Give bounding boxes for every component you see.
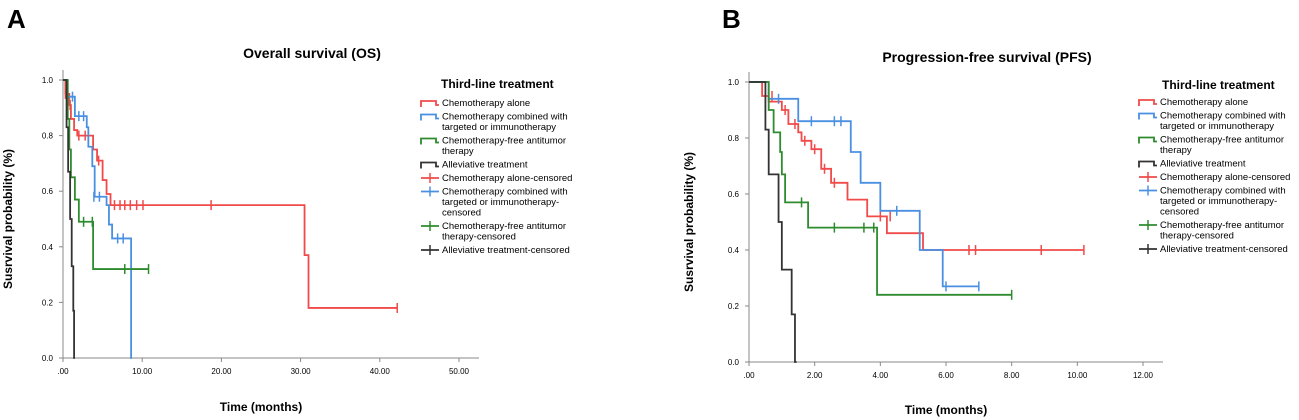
legend-swatch bbox=[1138, 136, 1157, 144]
x-tick-label: 20.00 bbox=[211, 367, 232, 376]
y-tick-label: 0.2 bbox=[42, 298, 54, 307]
survival-curve-chemotherapy-combined-with-targeted-or-immunotherapy bbox=[749, 81, 979, 288]
legend-title: Third-line treatment bbox=[441, 77, 554, 91]
legend-label: Alleviative treatment bbox=[1160, 159, 1246, 170]
survival-curve-alleviative-treatment bbox=[749, 81, 797, 363]
y-tick-label: 0.8 bbox=[42, 132, 54, 141]
legend-title: Third-line treatment bbox=[1162, 78, 1275, 92]
x-tick-label: 50.00 bbox=[449, 367, 470, 376]
survival-curve-chemotherapy-free-antitumor-therapy bbox=[749, 81, 1012, 296]
x-axis-label: Time (months) bbox=[905, 403, 987, 417]
legend-label: targeted or immunotherapy- bbox=[1160, 196, 1277, 207]
survival-curve-chemotherapy-alone bbox=[749, 81, 1084, 251]
survival-curve-chemotherapy-alone bbox=[63, 79, 398, 309]
y-tick-label: 1.0 bbox=[728, 78, 740, 87]
legend-label: Alleviative treatment-censored bbox=[442, 245, 570, 256]
panel-label-b: B bbox=[722, 4, 741, 34]
legend-label: therapy-censored bbox=[1160, 231, 1234, 242]
legend-swatch bbox=[420, 161, 439, 169]
panel-a: A Overall survival (OS) .00 10.00 20.00 30.0… bbox=[1, 4, 572, 414]
panel-label-a: A bbox=[7, 4, 26, 34]
legend-label: targeted or immunotherapy bbox=[1160, 121, 1274, 132]
legend-label: Chemotherapy alone-censored bbox=[442, 173, 572, 184]
legend-label: Alleviative treatment-censored bbox=[1160, 244, 1288, 255]
x-axis-label: Time (months) bbox=[220, 400, 302, 414]
panel-b: B Progression-free survival (PFS) .00 2.00… bbox=[650, 0, 1299, 420]
x-tick-label: 12.00 bbox=[1133, 371, 1154, 380]
y-tick-label: 0.6 bbox=[728, 190, 740, 199]
legend-label: targeted or immunotherapy- bbox=[442, 197, 559, 208]
legend-label: Chemotherapy alone bbox=[442, 98, 530, 109]
x-tick-label: .00 bbox=[743, 371, 755, 380]
legend-swatch bbox=[1138, 112, 1157, 120]
y-tick-label: 0.6 bbox=[42, 187, 54, 196]
y-tick-label: 1.0 bbox=[42, 76, 54, 85]
legend-label: therapy bbox=[1160, 145, 1192, 156]
legend-swatch bbox=[420, 137, 439, 145]
y-axis-label: Susrvival probability (%) bbox=[682, 152, 696, 292]
y-tick-label: 0.4 bbox=[42, 243, 54, 252]
pfs-chart: Progression-free survival (PFS) .00 2.00 4.… bbox=[682, 49, 1290, 417]
x-tick-label: 40.00 bbox=[370, 367, 391, 376]
y-tick-label: 0.0 bbox=[728, 358, 740, 367]
legend-swatch bbox=[1138, 160, 1157, 168]
y-tick-label: 0.0 bbox=[42, 354, 54, 363]
x-tick-label: 30.00 bbox=[291, 367, 312, 376]
y-tick-label: 0.4 bbox=[728, 246, 740, 255]
legend-swatch bbox=[1138, 99, 1157, 106]
legend-label: Chemotherapy alone bbox=[1160, 97, 1248, 108]
legend-swatch bbox=[420, 100, 439, 107]
legend-label: Alleviative treatment bbox=[442, 160, 528, 171]
x-tick-label: 4.00 bbox=[873, 371, 889, 380]
y-tick-label: 0.8 bbox=[728, 134, 740, 143]
survival-curve-chemotherapy-free-antitumor-therapy bbox=[63, 79, 149, 270]
legend-label: Chemotherapy combined with bbox=[1160, 111, 1286, 122]
legend-label: therapy-censored bbox=[442, 232, 516, 243]
legend-label: Chemotherapy combined with bbox=[442, 187, 568, 198]
legend-label: Chemotherapy-free antitumor bbox=[442, 136, 566, 147]
legend-label: Chemotherapy-free antitumor bbox=[1160, 135, 1284, 146]
chart-title: Progression-free survival (PFS) bbox=[882, 49, 1091, 65]
x-tick-label: 10.00 bbox=[132, 367, 153, 376]
legend-label: Chemotherapy alone-censored bbox=[1160, 172, 1290, 183]
x-tick-label: 2.00 bbox=[807, 371, 823, 380]
legend-label: Chemotherapy combined with bbox=[1160, 186, 1286, 197]
y-tick-label: 0.2 bbox=[728, 302, 740, 311]
legend-label: Chemotherapy combined with bbox=[442, 112, 568, 123]
x-tick-label: 8.00 bbox=[1004, 371, 1020, 380]
os-chart: Overall survival (OS) .00 10.00 20.00 30.00 4… bbox=[1, 45, 572, 414]
x-tick-label: 6.00 bbox=[938, 371, 954, 380]
legend-label: therapy bbox=[442, 146, 474, 157]
legend-label: Chemotherapy-free antitumor bbox=[442, 221, 566, 232]
chart-title: Overall survival (OS) bbox=[243, 45, 381, 61]
legend-label: censored bbox=[442, 208, 481, 219]
x-tick-label: .00 bbox=[57, 367, 69, 376]
legend-label: censored bbox=[1160, 207, 1199, 218]
x-tick-label: 10.00 bbox=[1067, 371, 1088, 380]
legend-label: Chemotherapy-free antitumor bbox=[1160, 220, 1284, 231]
survival-curve-alleviative-treatment bbox=[63, 79, 75, 359]
legend-label: targeted or immunotherapy bbox=[442, 122, 556, 133]
legend-swatch bbox=[420, 113, 439, 121]
y-axis-label: Susrvival probability (%) bbox=[1, 149, 15, 289]
